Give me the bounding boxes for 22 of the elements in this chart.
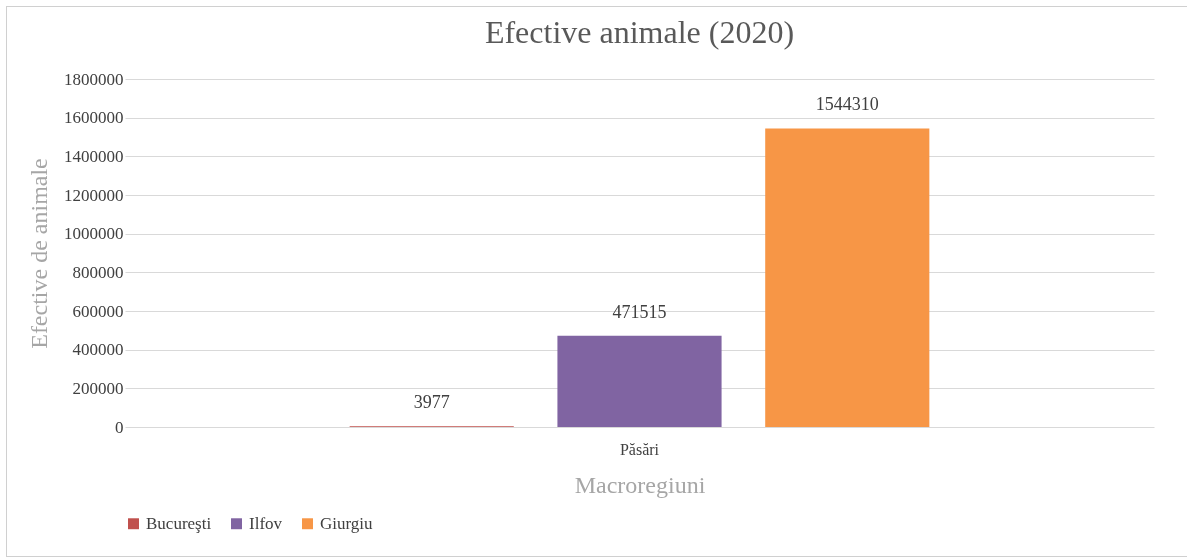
legend-label: Bucureşti <box>146 513 212 533</box>
y-tick-label: 200000 <box>72 378 124 398</box>
y-tick-label: 1800000 <box>64 69 124 89</box>
data-label: 471515 <box>612 301 667 322</box>
data-label: 3977 <box>413 392 450 413</box>
data-label: 1544310 <box>815 94 879 115</box>
y-tick-label: 1400000 <box>64 146 124 166</box>
legend-label: Giurgiu <box>320 513 374 533</box>
y-tick-label: 1600000 <box>64 108 124 128</box>
y-tick-label: 800000 <box>72 262 124 282</box>
legend-label: Ilfov <box>249 513 283 533</box>
y-tick-label: 0 <box>115 417 124 437</box>
bar <box>557 335 722 427</box>
x-axis-title: Macroregiuni <box>574 471 706 498</box>
y-tick-label: 1000000 <box>64 224 124 244</box>
y-tick-label: 1200000 <box>64 185 124 205</box>
x-tick-label: Păsări <box>619 440 660 458</box>
y-tick-label: 600000 <box>72 301 124 321</box>
chart-title: Efective animale (2020) <box>484 14 795 50</box>
bar <box>765 128 930 427</box>
y-tick-label: 400000 <box>72 340 124 360</box>
y-axis-title: Efective de animale <box>26 158 52 349</box>
